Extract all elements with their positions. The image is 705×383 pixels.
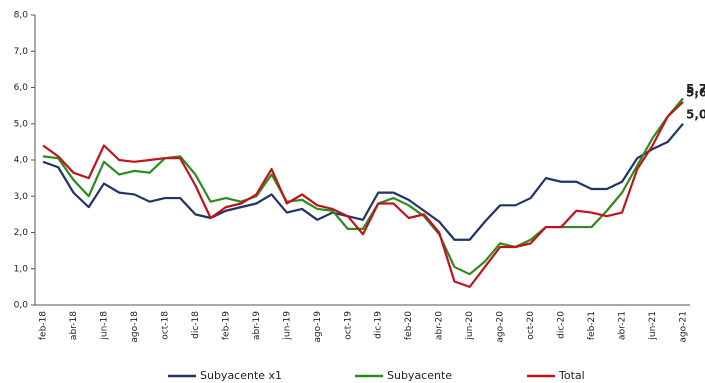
- x-tick-label: jun-19: [282, 311, 292, 341]
- legend-label: Subyacente: [387, 369, 452, 382]
- x-tick-label: jun-21: [648, 311, 658, 341]
- x-tick-label: abr-19: [252, 311, 262, 340]
- y-tick-label: 1,0: [14, 264, 29, 274]
- x-tick-label: feb-19: [221, 311, 231, 340]
- legend-label: Subyacente x1: [200, 369, 282, 382]
- x-tick-label: ago-20: [496, 311, 506, 343]
- x-tick-label: dic-18: [191, 311, 201, 339]
- x-tick-label: oct-18: [160, 311, 170, 340]
- x-tick-label: abr-21: [618, 311, 628, 340]
- value-label: 5,7: [686, 82, 705, 96]
- y-tick-label: 4,0: [14, 156, 29, 166]
- y-tick-label: 6,0: [14, 83, 29, 93]
- x-tick-label: abr-18: [69, 311, 79, 340]
- x-tick-label: ago-18: [130, 311, 140, 343]
- y-tick-label: 7,0: [14, 47, 29, 57]
- series-line: [42, 97, 684, 276]
- x-tick-label: feb-20: [404, 311, 414, 340]
- y-tick-label: 3,0: [14, 192, 29, 202]
- x-tick-label: feb-21: [587, 311, 597, 340]
- x-tick-label: feb-18: [39, 311, 49, 340]
- legend-label: Total: [558, 369, 585, 382]
- x-tick-label: jun-18: [99, 311, 109, 341]
- series-line: [42, 101, 684, 288]
- value-label: 5,0: [686, 107, 705, 121]
- x-tick-label: oct-20: [526, 311, 536, 340]
- x-tick-label: dic-20: [557, 311, 567, 339]
- x-tick-label: oct-19: [343, 311, 353, 340]
- y-tick-label: 5,0: [14, 119, 29, 129]
- series-line: [42, 123, 684, 241]
- x-tick-label: ago-19: [313, 311, 323, 343]
- y-tick-label: 8,0: [14, 11, 29, 21]
- y-tick-label: 2,0: [14, 228, 29, 238]
- x-tick-label: ago-21: [679, 311, 689, 343]
- x-tick-label: dic-19: [374, 311, 384, 339]
- x-tick-label: jun-20: [465, 311, 475, 341]
- value-label: 5,6: [686, 86, 705, 100]
- x-tick-label: abr-20: [435, 311, 445, 340]
- y-tick-label: 0,0: [14, 301, 29, 311]
